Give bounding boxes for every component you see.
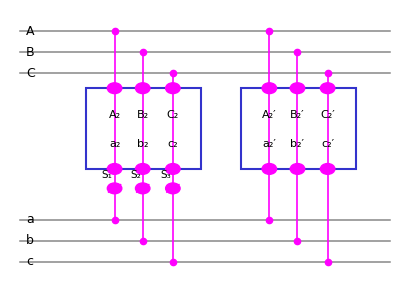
Bar: [241, 88, 355, 169]
Circle shape: [320, 164, 334, 174]
Text: B: B: [26, 46, 34, 59]
Text: C₂′: C₂′: [320, 110, 334, 120]
Text: c₂′: c₂′: [320, 138, 333, 149]
Text: C₂: C₂: [166, 110, 178, 120]
Text: S₃: S₃: [160, 170, 170, 180]
Text: a₂: a₂: [109, 138, 120, 149]
Circle shape: [261, 164, 276, 174]
Circle shape: [107, 183, 122, 194]
Circle shape: [320, 83, 334, 94]
Circle shape: [290, 83, 304, 94]
Text: S₁: S₁: [101, 170, 112, 180]
Text: b₂: b₂: [137, 138, 148, 149]
Text: a₂′: a₂′: [262, 138, 275, 149]
Text: A: A: [26, 25, 34, 38]
Circle shape: [107, 164, 122, 174]
Text: b₂′: b₂′: [290, 138, 304, 149]
Text: C: C: [26, 67, 34, 80]
Circle shape: [135, 83, 150, 94]
Text: c₂: c₂: [167, 138, 178, 149]
Circle shape: [165, 183, 180, 194]
Text: B₂: B₂: [136, 110, 148, 120]
Text: S₂: S₂: [130, 170, 140, 180]
Text: b: b: [26, 234, 34, 247]
Text: A₂′: A₂′: [261, 110, 276, 120]
Circle shape: [165, 164, 180, 174]
Circle shape: [135, 183, 150, 194]
Text: B₂′: B₂′: [290, 110, 304, 120]
Circle shape: [107, 83, 122, 94]
Text: c: c: [26, 255, 34, 268]
Circle shape: [165, 83, 180, 94]
Circle shape: [290, 164, 304, 174]
Bar: [86, 88, 200, 169]
Text: A₂: A₂: [108, 110, 120, 120]
Circle shape: [135, 164, 150, 174]
Text: a: a: [26, 213, 34, 226]
Circle shape: [261, 83, 276, 94]
